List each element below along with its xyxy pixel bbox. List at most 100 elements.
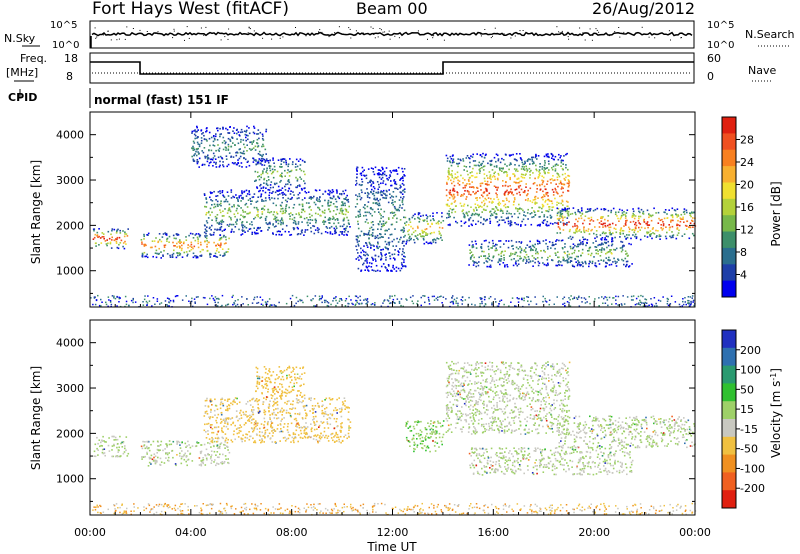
data-cell [562,217,564,219]
data-cell [475,261,477,264]
ground-scatter-cell [586,301,588,303]
data-cell [156,252,158,255]
data-cell [265,187,267,189]
data-cell [497,224,500,227]
data-cell [483,191,486,194]
ground-scatter-cell [638,302,640,304]
data-cell [671,225,674,228]
data-cell [205,457,208,460]
data-cell [270,211,273,213]
data-cell [491,259,493,262]
data-cell [224,441,226,443]
data-cell [327,440,330,442]
data-cell [562,191,564,194]
data-cell [503,257,505,259]
data-cell [219,127,221,130]
data-cell [567,186,570,188]
data-cell [298,192,301,194]
data-cell [270,172,273,175]
data-cell [222,221,225,223]
data-cell [392,257,395,259]
data-cell [368,234,371,236]
ground-scatter-cell [156,300,159,302]
data-cell [582,236,584,239]
data-cell [315,435,318,438]
data-cell [683,208,686,210]
data-cell [248,132,251,135]
data-cell [168,460,170,462]
data-cell [575,218,577,221]
data-cell [572,243,575,245]
data-cell [503,243,505,245]
ground-scatter-cell [151,305,153,307]
data-cell [604,208,607,211]
data-cell [558,239,560,242]
ground-scatter-cell [218,298,220,300]
data-cell [384,233,386,235]
data-cell [368,211,370,214]
data-cell [318,436,321,439]
data-cell [498,258,501,261]
data-cell [557,173,559,175]
data-cell [676,223,678,226]
data-cell [382,168,384,171]
data-cell [238,134,241,136]
ground-scatter-cell [257,301,260,304]
nsearch-tick-top: 10^5 [707,20,734,31]
data-cell [275,204,277,207]
data-cell [594,226,596,228]
data-cell [445,203,448,206]
data-cell [234,144,236,146]
data-cell [282,426,285,428]
data-cell [647,231,650,234]
data-cell [257,129,260,131]
data-cell [117,449,120,451]
data-cell [257,145,260,147]
data-cell [196,162,199,165]
data-cell [539,184,541,187]
data-cell [229,210,232,213]
data-cell [499,246,502,248]
ground-scatter-cell [125,303,128,306]
ground-scatter-cell [662,296,664,298]
data-cell [213,461,215,463]
data-cell [284,211,287,214]
data-cell [278,189,281,191]
ground-scatter-cell [420,304,422,307]
data-cell [113,239,116,241]
data-cell [241,225,244,227]
data-cell [247,138,249,141]
data-cell [200,254,203,257]
data-cell [648,216,650,219]
ground-scatter-cell [621,304,623,306]
data-cell [186,464,188,467]
ground-scatter-cell [374,302,376,304]
data-cell [524,199,527,201]
data-cell [363,254,365,256]
nsky-dot [670,39,671,41]
ground-scatter-cell [613,297,615,299]
data-cell [490,213,493,215]
data-cell [437,223,440,225]
data-cell [382,220,385,223]
data-cell [622,229,624,232]
data-cell [245,189,248,192]
data-cell [121,446,124,448]
ground-scatter-cell [389,297,391,299]
data-cell [244,204,247,206]
data-cell [449,161,452,164]
data-cell [477,264,480,267]
data-cell [476,209,478,211]
data-cell [392,196,395,198]
ground-scatter-cell [242,303,244,305]
data-cell [478,213,480,216]
data-cell [537,155,540,157]
data-cell [389,212,392,214]
data-cell [402,177,404,179]
data-cell [216,222,219,224]
data-cell [324,216,326,219]
data-cell [531,255,534,257]
data-cell [503,205,505,207]
data-cell [183,458,186,461]
data-cell [448,214,450,216]
